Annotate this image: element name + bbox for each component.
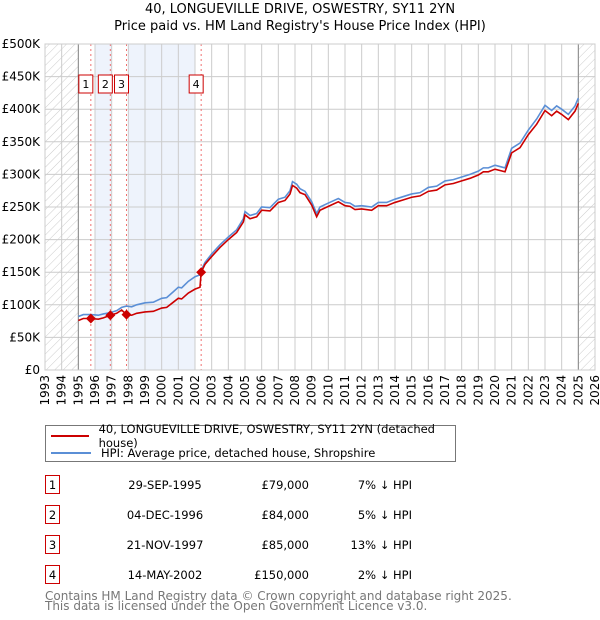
sale-date: 21-NOV-1997 bbox=[126, 538, 204, 552]
legend-item-price-paid: 40, LONGUEVILLE DRIVE, OSWESTRY, SY11 2Y… bbox=[51, 422, 455, 450]
sale-date: 04-DEC-1996 bbox=[126, 508, 204, 522]
x-tick-label: 2019 bbox=[471, 375, 485, 406]
y-tick-label: £0 bbox=[25, 363, 40, 377]
y-tick-label: £200K bbox=[2, 233, 42, 247]
sale-label-box bbox=[78, 74, 94, 94]
x-tick-label: 1999 bbox=[138, 375, 152, 406]
sale-label-box bbox=[114, 74, 129, 94]
legend-label: 40, LONGUEVILLE DRIVE, OSWESTRY, SY11 2Y… bbox=[98, 422, 435, 450]
transaction-row: 1 29-SEP-1995 £79,000 7% ↓ HPI bbox=[45, 475, 465, 495]
y-tick-label: £50K bbox=[9, 330, 41, 344]
x-tick-label: 2016 bbox=[421, 375, 435, 406]
sale-point-marker bbox=[105, 310, 116, 321]
x-tick-label: 2013 bbox=[371, 375, 385, 406]
blue-line-swatch bbox=[51, 452, 91, 454]
price-chart: 1993 1994 1995 1996 1997 1998 1999 2000 2001 2002… bbox=[2, 37, 600, 406]
sale-point-marker bbox=[121, 309, 132, 320]
x-tick-label: 2009 bbox=[305, 375, 319, 406]
y-tick-label: £250K bbox=[2, 200, 42, 214]
sale-date: 29-SEP-1995 bbox=[128, 478, 202, 492]
sale-label-box bbox=[97, 74, 113, 94]
footer-licence: This data is licensed under the Open Gov… bbox=[45, 599, 428, 613]
x-tick-label: 1998 bbox=[121, 375, 135, 406]
x-tick-label: 2023 bbox=[538, 375, 552, 406]
x-tick-label: 1993 bbox=[38, 375, 52, 406]
sale-number-badge: 1 bbox=[45, 475, 60, 494]
y-tick-label: £350K bbox=[2, 135, 42, 149]
y-tick-label: £300K bbox=[2, 167, 42, 181]
x-tick-label: 2014 bbox=[388, 375, 402, 406]
sale-label: 2 bbox=[102, 78, 109, 91]
sale-price: £85,000 bbox=[261, 538, 309, 552]
hpi-difference: 2% ↓ HPI bbox=[357, 568, 412, 582]
sale-date: 14-MAY-2002 bbox=[127, 568, 203, 582]
x-tick-label: 2025 bbox=[571, 375, 585, 406]
transaction-row: 2 04-DEC-1996 £84,000 5% ↓ HPI bbox=[45, 505, 465, 525]
sale-number-badge: 4 bbox=[45, 565, 60, 584]
price-paid-line bbox=[78, 103, 580, 322]
x-tick-label: 2022 bbox=[521, 375, 535, 406]
x-tick-label: 2024 bbox=[555, 375, 569, 406]
y-tick-label: £100K bbox=[2, 298, 42, 312]
x-tick-label: 2026 bbox=[588, 375, 600, 406]
y-tick-label: £400K bbox=[2, 102, 42, 116]
sale-number-badge: 3 bbox=[45, 535, 60, 554]
legend-item-hpi: HPI: Average price, detached house, Shro… bbox=[51, 445, 375, 461]
sale-price: £150,000 bbox=[254, 568, 309, 582]
x-tick-label: 1995 bbox=[71, 375, 85, 406]
x-tick-label: 2006 bbox=[255, 375, 269, 406]
x-tick-label: 2004 bbox=[221, 375, 235, 406]
x-tick-label: 2005 bbox=[238, 375, 252, 406]
red-line-swatch bbox=[51, 435, 89, 437]
x-tick-label: 1997 bbox=[105, 375, 119, 406]
legend-label: HPI: Average price, detached house, Shro… bbox=[101, 446, 376, 460]
transaction-row: 4 14-MAY-2002 £150,000 2% ↓ HPI bbox=[45, 565, 465, 585]
x-tick-label: 2020 bbox=[488, 375, 502, 406]
x-tick-label: 2000 bbox=[155, 375, 169, 406]
y-tick-label: £150K bbox=[2, 265, 42, 279]
y-tick-label: £450K bbox=[2, 70, 42, 84]
sale-label-box bbox=[188, 74, 204, 94]
x-tick-label: 1996 bbox=[88, 375, 102, 406]
transaction-row: 3 21-NOV-1997 £85,000 13% ↓ HPI bbox=[45, 535, 465, 555]
x-tick-label: 2007 bbox=[271, 375, 285, 406]
sale-number-badge: 2 bbox=[45, 505, 60, 524]
x-tick-label: 1994 bbox=[55, 375, 69, 406]
footer-copyright: Contains HM Land Registry data © Crown c… bbox=[45, 589, 512, 603]
sale-label: 3 bbox=[118, 78, 125, 91]
sale-point-marker bbox=[85, 313, 96, 324]
x-tick-label: 2021 bbox=[505, 375, 519, 406]
x-tick-label: 2017 bbox=[438, 375, 452, 406]
y-tick-label: £500K bbox=[2, 37, 42, 51]
plot-border bbox=[44, 43, 596, 371]
x-tick-label: 2018 bbox=[455, 375, 469, 406]
x-tick-label: 2011 bbox=[338, 375, 352, 406]
hpi-line bbox=[78, 97, 580, 318]
sale-label: 1 bbox=[82, 78, 89, 91]
chart-subtitle: Price paid vs. HM Land Registry's House … bbox=[114, 19, 486, 34]
x-tick-label: 2001 bbox=[171, 375, 185, 406]
hpi-difference: 7% ↓ HPI bbox=[357, 478, 412, 492]
x-tick-label: 2003 bbox=[205, 375, 219, 406]
sale-point-marker bbox=[196, 267, 207, 278]
x-tick-label: 2008 bbox=[288, 375, 302, 406]
x-tick-label: 2010 bbox=[321, 375, 335, 406]
sale-price: £79,000 bbox=[261, 478, 309, 492]
hpi-difference: 13% ↓ HPI bbox=[350, 538, 412, 552]
hpi-difference: 5% ↓ HPI bbox=[357, 508, 412, 522]
chart-title: 40, LONGUEVILLE DRIVE, OSWESTRY, SY11 2Y… bbox=[144, 2, 456, 17]
x-tick-label: 2012 bbox=[355, 375, 369, 406]
legend: 40, LONGUEVILLE DRIVE, OSWESTRY, SY11 2Y… bbox=[45, 422, 456, 462]
x-tick-label: 2015 bbox=[405, 375, 419, 406]
x-tick-label: 2002 bbox=[188, 375, 202, 406]
sale-price: £84,000 bbox=[261, 508, 309, 522]
sale-label: 4 bbox=[193, 78, 200, 91]
